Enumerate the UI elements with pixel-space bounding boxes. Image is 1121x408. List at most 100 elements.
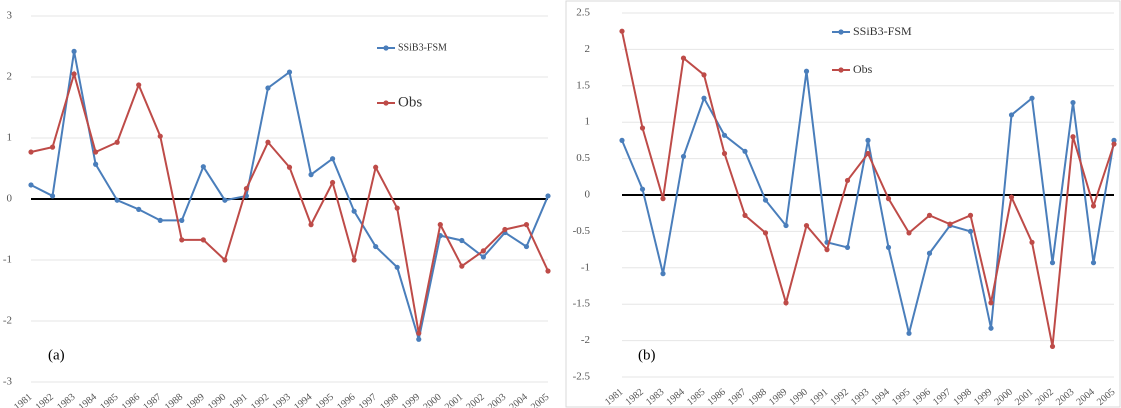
x-tick-label: 1982 <box>34 392 56 408</box>
point <box>222 257 228 263</box>
x-tick-label: 1987 <box>726 387 748 408</box>
x-tick-label: 1996 <box>911 387 933 408</box>
legend-label: Obs <box>853 62 873 76</box>
point <box>1111 141 1117 147</box>
legend-marker <box>838 29 844 35</box>
point <box>926 250 933 256</box>
point <box>721 150 728 157</box>
point <box>416 330 422 336</box>
x-tick-label: 1998 <box>378 392 400 408</box>
point <box>71 48 77 54</box>
point <box>114 139 120 145</box>
x-tick-label: 1981 <box>12 392 34 408</box>
point <box>701 72 707 78</box>
point <box>136 206 142 212</box>
y-tick-label: 2 <box>7 71 13 83</box>
point <box>200 237 206 243</box>
y-tick-label: -1 <box>3 254 12 266</box>
x-tick-label: 2000 <box>993 387 1015 408</box>
point <box>660 271 666 277</box>
x-tick-label: 1983 <box>55 392 77 408</box>
point <box>803 68 810 74</box>
point <box>1090 203 1097 209</box>
y-tick-label: -0.5 <box>573 225 591 237</box>
legend-marker <box>383 100 389 106</box>
point <box>742 148 748 154</box>
point <box>906 330 912 336</box>
point <box>49 193 56 199</box>
point <box>329 179 336 186</box>
point <box>222 197 228 203</box>
point <box>865 150 871 157</box>
x-tick-label: 2000 <box>421 392 443 408</box>
x-tick-label: 1983 <box>644 387 666 408</box>
point <box>523 243 530 250</box>
x-tick-label: 1999 <box>400 392 422 408</box>
y-tick-label: -3 <box>3 376 13 388</box>
point <box>523 222 530 228</box>
point <box>619 137 625 143</box>
point <box>265 139 271 145</box>
point <box>988 300 994 306</box>
x-tick-label: 2002 <box>1034 387 1056 408</box>
x-tick-label: 1992 <box>249 392 271 408</box>
y-tick-label: 2 <box>585 43 591 55</box>
point <box>1029 95 1035 101</box>
x-tick-label: 1985 <box>685 387 707 408</box>
point <box>824 247 830 253</box>
legend-marker <box>383 45 389 51</box>
x-tick-label: 1997 <box>357 392 379 408</box>
point <box>660 196 666 202</box>
x-tick-label: 1982 <box>624 387 646 408</box>
point <box>179 217 185 223</box>
y-tick-label: -2.5 <box>573 371 591 383</box>
series-line <box>621 30 1115 347</box>
point <box>865 137 871 143</box>
x-tick-label: 2003 <box>486 392 508 408</box>
point <box>967 228 974 234</box>
point <box>639 186 646 192</box>
point <box>437 222 443 228</box>
point <box>926 212 933 218</box>
point <box>844 244 851 251</box>
x-tick-label: 2005 <box>529 392 551 408</box>
x-tick-label: 1984 <box>77 392 99 408</box>
point <box>93 149 99 155</box>
x-tick-label: 1994 <box>292 392 314 408</box>
point <box>286 69 293 75</box>
panel-label: (b) <box>638 347 656 363</box>
point <box>967 212 974 218</box>
x-tick-label: 1994 <box>870 387 892 408</box>
point <box>351 257 357 263</box>
point <box>906 230 912 236</box>
point <box>680 153 687 160</box>
point <box>783 300 789 306</box>
point <box>243 186 250 192</box>
point <box>179 237 185 243</box>
legend-label: Obs <box>398 94 422 110</box>
x-tick-label: 1996 <box>335 392 357 408</box>
x-tick-label: 1981 <box>603 387 625 408</box>
point <box>762 197 769 203</box>
point <box>947 221 953 227</box>
point <box>157 133 163 139</box>
point <box>265 85 271 91</box>
point <box>480 248 486 254</box>
point <box>545 268 551 274</box>
point <box>308 172 314 178</box>
point <box>49 144 56 150</box>
x-tick-label: 1990 <box>206 392 228 408</box>
point <box>1049 343 1056 350</box>
x-tick-label: 1991 <box>808 387 830 408</box>
point <box>1029 239 1035 245</box>
legend-label: SSiB3-FSM <box>398 42 447 53</box>
y-tick-label: -2 <box>581 334 590 346</box>
point <box>545 193 551 199</box>
point <box>680 55 687 61</box>
point <box>1008 112 1015 118</box>
point <box>1070 134 1076 140</box>
point <box>1111 137 1117 143</box>
series-line <box>30 51 549 340</box>
x-tick-label: 1985 <box>98 392 120 408</box>
